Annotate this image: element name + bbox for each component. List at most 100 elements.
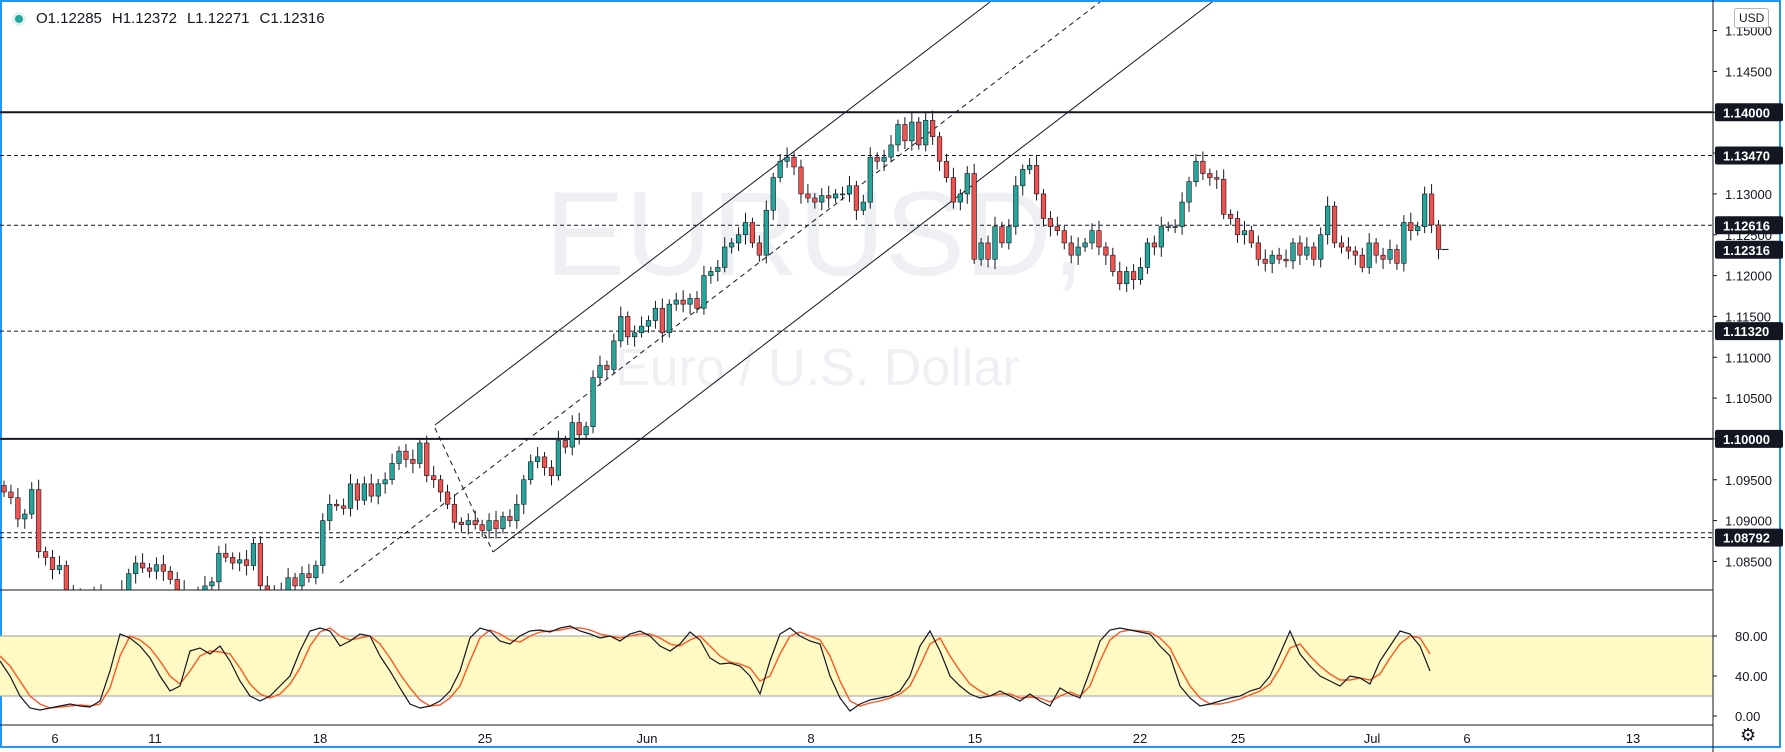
candle-down <box>541 456 548 468</box>
symbol-status-icon[interactable] <box>12 11 26 26</box>
time-tick-label: 11 <box>148 731 162 746</box>
stochastic-k-line <box>0 625 1431 712</box>
candle-up <box>299 573 305 587</box>
price-labels: 1.14000 1.13470 1.12616 1.12316 1.11320 1.100… <box>1715 103 1783 547</box>
candle-down <box>167 570 173 580</box>
candle-up <box>583 426 589 436</box>
candle-up <box>770 177 776 211</box>
stochastic-d-line <box>0 627 1431 709</box>
ohlc-open: O1.12285 <box>36 10 102 27</box>
candle-down <box>1228 214 1234 219</box>
candle-up <box>673 299 679 305</box>
candle-down <box>999 226 1005 244</box>
candle-down <box>1103 246 1109 256</box>
candle-down <box>853 185 859 211</box>
candle-up <box>964 173 970 195</box>
gear-icon[interactable]: ⚙ <box>1740 725 1757 745</box>
candle-down <box>812 197 818 203</box>
candle-down <box>1435 224 1442 250</box>
candle-down <box>625 316 631 338</box>
candle-down <box>146 567 153 572</box>
candle-down <box>140 562 146 569</box>
candle-down <box>507 516 513 521</box>
candle-down <box>1061 230 1067 244</box>
watermark-name: Euro / U.S. Dollar <box>615 339 1020 397</box>
candle-up <box>1304 246 1310 256</box>
candle-up <box>819 195 825 203</box>
candle-up <box>978 242 984 260</box>
candle-up <box>1144 242 1151 268</box>
horizontal-levels[interactable] <box>0 111 1713 539</box>
stochastic-pane <box>0 625 1713 712</box>
candle-down <box>257 543 264 587</box>
candle-up <box>56 565 63 570</box>
candle-up <box>133 562 139 574</box>
time-tick-label: Jul <box>1364 731 1381 746</box>
candle-up <box>1401 222 1407 264</box>
candle-up <box>514 503 520 521</box>
stochastic-tick-label: 0.00 <box>1735 709 1760 724</box>
candle-down <box>306 573 312 579</box>
candle-down <box>444 491 451 505</box>
candle-up <box>375 483 381 497</box>
price-label-text: 1.10000 <box>1723 432 1770 447</box>
candle-up <box>701 275 707 309</box>
candle-down <box>874 156 880 162</box>
candle-down <box>1338 242 1345 248</box>
candle-up <box>569 422 575 448</box>
candle-down <box>1428 193 1435 226</box>
candle-down <box>431 475 437 481</box>
candle-up <box>1013 185 1019 227</box>
candle-up <box>652 307 659 321</box>
candle-down <box>1345 246 1352 252</box>
ohlc-close: C1.12316 <box>259 10 325 27</box>
candle-up <box>1006 226 1012 244</box>
time-tick-label: 6 <box>51 731 58 746</box>
price-label-tag <box>1715 216 1783 235</box>
candles <box>1 110 1449 591</box>
candle-up <box>846 185 853 195</box>
candle-up <box>250 543 257 566</box>
candle-down <box>562 440 568 448</box>
price-tick-label: 1.09500 <box>1725 473 1772 488</box>
ohlc-low: L1.12271 <box>186 10 250 27</box>
price-tick-label: 1.12000 <box>1725 269 1772 284</box>
channel-line <box>434 1 991 426</box>
candle-up <box>957 193 963 203</box>
candle-up <box>611 340 617 370</box>
candle-down <box>340 505 347 509</box>
candle-down <box>659 307 665 334</box>
price-label-text: 1.12316 <box>1723 243 1770 258</box>
candle-down <box>1276 254 1282 260</box>
candle-up <box>763 209 769 256</box>
candle-down <box>1096 230 1102 248</box>
candle-down <box>174 579 180 591</box>
candle-down <box>1047 218 1054 227</box>
candle-down <box>1373 242 1379 256</box>
candle-down <box>243 559 250 566</box>
currency-button[interactable]: USD <box>1734 8 1770 28</box>
time-tick-label: 8 <box>807 731 814 746</box>
candle-up <box>590 377 596 427</box>
candle-up <box>1027 165 1033 170</box>
price-tick-label: 1.11000 <box>1725 350 1771 365</box>
channel-drawings[interactable] <box>339 1 1213 584</box>
candle-up <box>389 463 395 481</box>
price-tick-label: 1.08500 <box>1725 554 1772 569</box>
candle-up <box>666 303 672 334</box>
candle-down <box>15 497 21 520</box>
time-tick-label: 22 <box>1133 731 1147 746</box>
candle-up <box>832 193 839 199</box>
candle-up <box>1241 230 1248 236</box>
ohlc-legend: O1.12285 H1.12372 L1.12271 C1.12316 <box>12 10 325 27</box>
candle-down <box>230 557 236 564</box>
time-tick-label: 25 <box>1231 731 1245 746</box>
price-tick-label: 1.10500 <box>1725 391 1772 406</box>
candle-up <box>618 316 624 342</box>
price-label-text: 1.08792 <box>1723 531 1770 546</box>
candle-down <box>1207 173 1213 178</box>
candle-down <box>1248 230 1254 244</box>
candle-up <box>126 573 132 591</box>
candle-down <box>451 503 458 523</box>
